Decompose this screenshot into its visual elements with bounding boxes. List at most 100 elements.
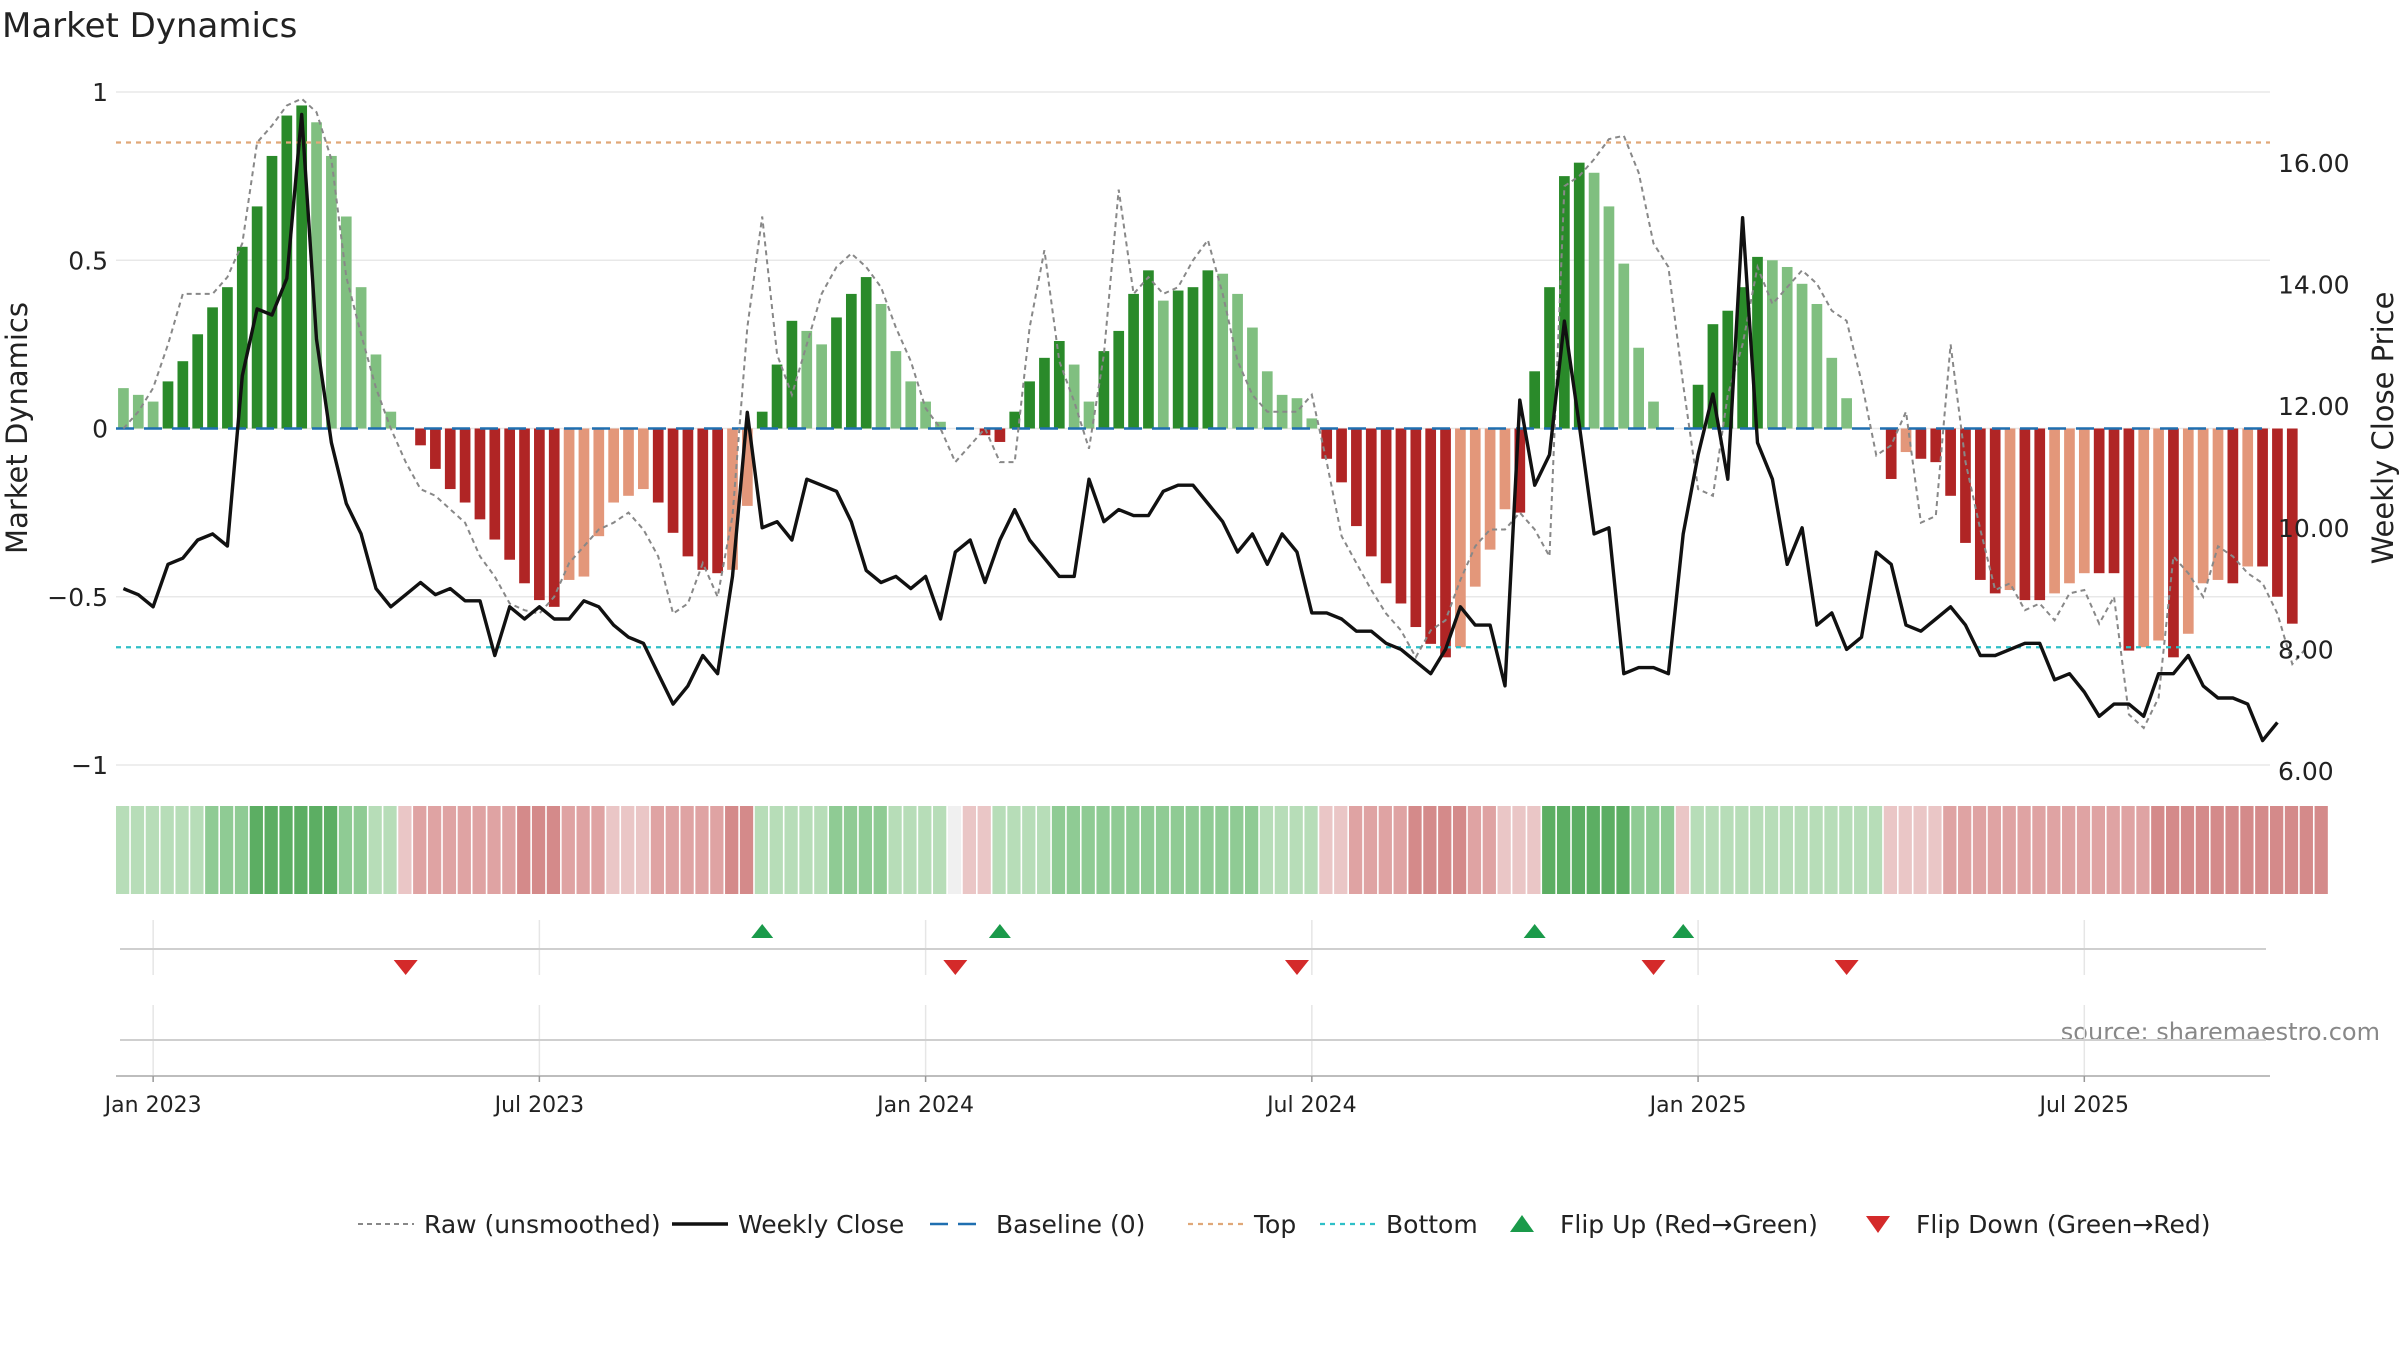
dynamics-bar (1737, 287, 1748, 429)
stage-cell (2299, 806, 2313, 894)
stage-cell (1096, 806, 1110, 894)
stage-cell (1958, 806, 1972, 894)
legend-label: Weekly Close (738, 1210, 904, 1239)
dynamics-bar (1143, 270, 1154, 429)
dynamics-bar (845, 293, 857, 429)
stage-cell (799, 806, 813, 894)
dynamics-bar (430, 428, 441, 469)
left-axis-ticks: 1 0.5 0 −0.5 −1 (47, 78, 108, 780)
stage-cell (472, 806, 486, 894)
stage-cell (933, 806, 947, 894)
y-tick-label: 1 (92, 78, 108, 107)
dynamics-bar (1930, 428, 1942, 463)
stage-cell (249, 806, 263, 894)
stage-cell (784, 806, 798, 894)
flip-up-marker (1523, 924, 1546, 938)
stage-cell (2240, 806, 2254, 894)
stage-cell (205, 806, 219, 894)
stage-cell (264, 806, 278, 894)
stage-cell (1452, 806, 1467, 894)
stage-cell (1616, 806, 1630, 894)
dynamics-bar (147, 401, 159, 429)
stage-cell (1839, 806, 1853, 894)
stage-cell (398, 806, 412, 894)
dynamics-bar (266, 155, 278, 429)
stage-cell (680, 806, 694, 894)
flip-up-marker (1672, 924, 1695, 938)
stage-cell (1363, 806, 1378, 894)
dynamics-bar (1306, 418, 1318, 429)
stage-cell (1601, 806, 1615, 894)
dynamics-bar (207, 307, 218, 429)
y-tick-label: 0 (92, 415, 108, 444)
dynamics-bar (1648, 401, 1659, 429)
main-grid (116, 91, 2270, 1075)
stage-cell (1304, 806, 1318, 894)
source-note: source: sharemaestro.com (2061, 1018, 2380, 1046)
legend-item-raw: Raw (unsmoothed) (358, 1210, 661, 1239)
dynamics-bar (355, 287, 367, 429)
dynamics-bar (1752, 256, 1763, 429)
stage-cell (1066, 806, 1080, 894)
stage-cell (1854, 806, 1868, 894)
stage-cell (1037, 806, 1051, 894)
stage-cell (2032, 806, 2046, 894)
dynamics-bar (1618, 263, 1630, 429)
stage-cell (665, 806, 679, 894)
stage-cell (1215, 806, 1229, 894)
dynamics-bar (489, 428, 501, 540)
dynamics-bar (2212, 428, 2224, 580)
dynamics-bar (2019, 428, 2031, 601)
y2-tick-label: 8.00 (2278, 635, 2334, 664)
dynamics-bar (667, 428, 679, 533)
dynamics-bar (519, 428, 530, 584)
dynamics-bar (2108, 428, 2120, 574)
legend-item-flip_down: Flip Down (Green→Red) (1866, 1210, 2211, 1239)
dynamics-bar (816, 344, 827, 429)
dynamics-bar (697, 428, 709, 570)
bottom-panel (116, 1039, 2270, 1077)
dynamics-bar (1841, 398, 1852, 429)
stage-cell (947, 806, 962, 894)
dynamics-bar (2034, 428, 2046, 601)
dynamics-bar (1974, 428, 1986, 580)
dynamics-bar (2093, 428, 2105, 574)
stage-cell (561, 806, 575, 894)
dynamics-bar (1692, 384, 1704, 429)
legend-label: Baseline (0) (996, 1210, 1145, 1239)
dynamics-bar (563, 428, 575, 580)
stage-cell (1943, 806, 1957, 894)
dynamics-bar (860, 277, 872, 429)
stage-cell (1319, 806, 1333, 894)
dynamics-bar (1707, 324, 1719, 429)
stage-cell (1007, 806, 1021, 894)
stage-cell (1556, 806, 1571, 894)
stage-cell (1051, 806, 1066, 894)
dynamics-bar (340, 216, 352, 429)
stage-cell (487, 806, 501, 894)
flip-down-marker (393, 960, 418, 975)
stage-cell (591, 806, 605, 894)
y2-tick-label: 16.00 (2278, 149, 2350, 178)
x-axis-ticks: Jan 2023 Jul 2023 Jan 2024 Jul 2024 Jan 2025… (103, 1076, 2129, 1118)
stage-cell (1141, 806, 1155, 894)
dynamics-bar (712, 428, 723, 574)
legend-item-top: Top (1188, 1210, 1296, 1239)
stage-cell (1883, 806, 1898, 894)
stage-cell (294, 806, 308, 894)
flip-up-marker (988, 924, 1011, 938)
stage-cell (2121, 806, 2135, 894)
stage-cell (1660, 806, 1675, 894)
legend-item-flip_up: Flip Up (Red→Green) (1510, 1210, 1818, 1239)
dynamics-bar (638, 428, 649, 490)
dynamics-bar (905, 381, 917, 429)
dynamics-bar (415, 428, 426, 446)
y2-tick-label: 12.00 (2278, 392, 2350, 421)
stage-cell (1467, 806, 1482, 894)
flip-down-marker (1284, 960, 1309, 975)
dynamics-bar (2153, 428, 2164, 641)
stage-cell (323, 806, 338, 894)
stage-cell (1274, 806, 1288, 894)
dynamics-bar (1499, 428, 1511, 510)
dynamics-bar (1529, 371, 1541, 429)
